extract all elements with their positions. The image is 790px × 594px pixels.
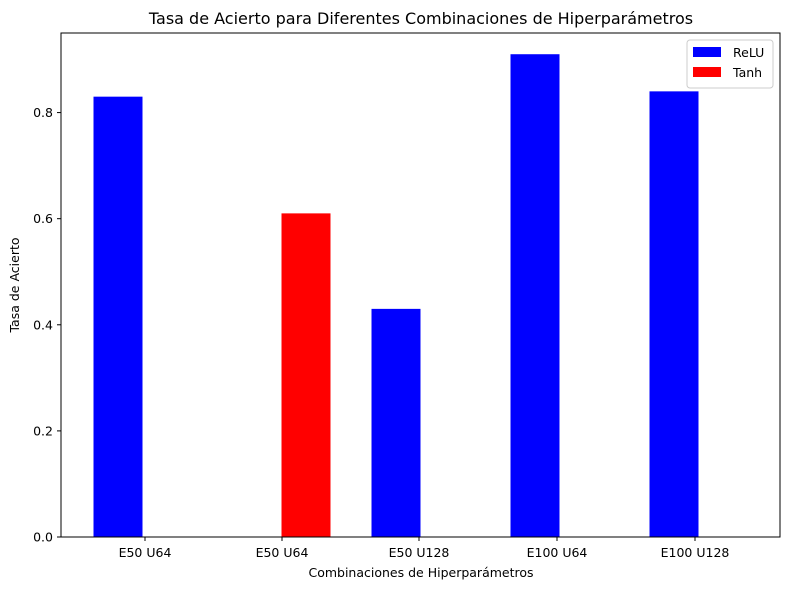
x-tick-label: E50 U128 <box>389 545 450 560</box>
y-axis-label: Tasa de Acierto <box>7 237 22 333</box>
bar-relu-2 <box>371 308 421 537</box>
legend-label-tanh: Tanh <box>732 65 762 80</box>
plot-frame <box>60 32 781 538</box>
chart-title: Tasa de Acierto para Diferentes Combinac… <box>148 9 693 28</box>
x-tick-label: E50 U64 <box>256 545 309 560</box>
x-tick-label: E50 U64 <box>119 545 172 560</box>
x-tick-label: E100 U128 <box>661 545 730 560</box>
y-tick-label: 0.6 <box>33 211 53 226</box>
y-tick-label: 0.8 <box>33 105 53 120</box>
bar-tanh-1 <box>281 213 331 537</box>
legend-label-relu: ReLU <box>733 45 764 60</box>
axis-ticks: 0.0 0.2 0.4 0.6 0.8 E50 U64 E50 U64 E50 U128 E10… <box>33 105 729 560</box>
x-tick-label: E100 U64 <box>527 545 588 560</box>
y-tick-label: 0.2 <box>33 423 53 438</box>
legend-swatch-tanh <box>693 67 721 77</box>
y-tick-label: 0.0 <box>33 530 53 545</box>
bars <box>93 54 699 538</box>
bar-relu-0 <box>93 96 143 538</box>
legend: ReLU Tanh <box>686 39 774 89</box>
legend-swatch-relu <box>693 47 721 57</box>
bar-relu-4 <box>649 91 699 537</box>
bar-relu-3 <box>510 54 560 537</box>
y-tick-label: 0.4 <box>33 317 53 332</box>
x-axis-label: Combinaciones de Hiperparámetros <box>308 565 533 580</box>
